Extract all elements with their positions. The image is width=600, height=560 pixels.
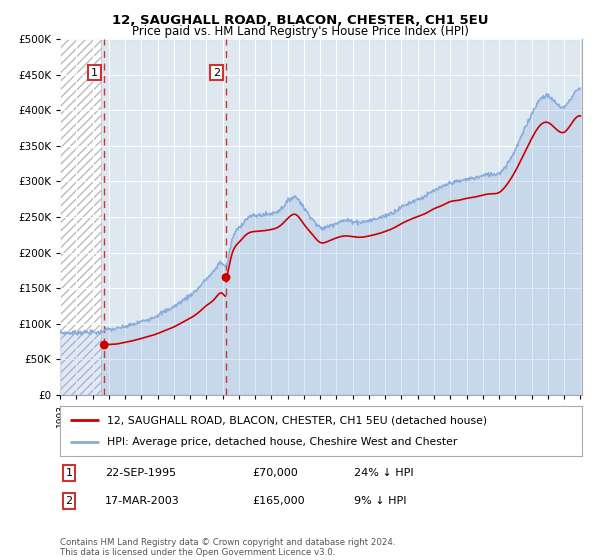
Point xyxy=(221,273,231,282)
Text: 17-MAR-2003: 17-MAR-2003 xyxy=(105,496,180,506)
Text: 12, SAUGHALL ROAD, BLACON, CHESTER, CH1 5EU: 12, SAUGHALL ROAD, BLACON, CHESTER, CH1 … xyxy=(112,14,488,27)
Text: 1: 1 xyxy=(65,468,73,478)
Text: 2: 2 xyxy=(65,496,73,506)
Text: 1: 1 xyxy=(91,68,98,78)
Text: 22-SEP-1995: 22-SEP-1995 xyxy=(105,468,176,478)
Text: £165,000: £165,000 xyxy=(252,496,305,506)
Text: 9% ↓ HPI: 9% ↓ HPI xyxy=(354,496,407,506)
Text: Price paid vs. HM Land Registry's House Price Index (HPI): Price paid vs. HM Land Registry's House … xyxy=(131,25,469,38)
Text: Contains HM Land Registry data © Crown copyright and database right 2024.
This d: Contains HM Land Registry data © Crown c… xyxy=(60,538,395,557)
Text: £70,000: £70,000 xyxy=(252,468,298,478)
Text: 2: 2 xyxy=(213,68,220,78)
Text: 24% ↓ HPI: 24% ↓ HPI xyxy=(354,468,413,478)
Text: 12, SAUGHALL ROAD, BLACON, CHESTER, CH1 5EU (detached house): 12, SAUGHALL ROAD, BLACON, CHESTER, CH1 … xyxy=(107,415,487,425)
Text: HPI: Average price, detached house, Cheshire West and Chester: HPI: Average price, detached house, Ches… xyxy=(107,437,457,447)
Point xyxy=(100,340,109,349)
